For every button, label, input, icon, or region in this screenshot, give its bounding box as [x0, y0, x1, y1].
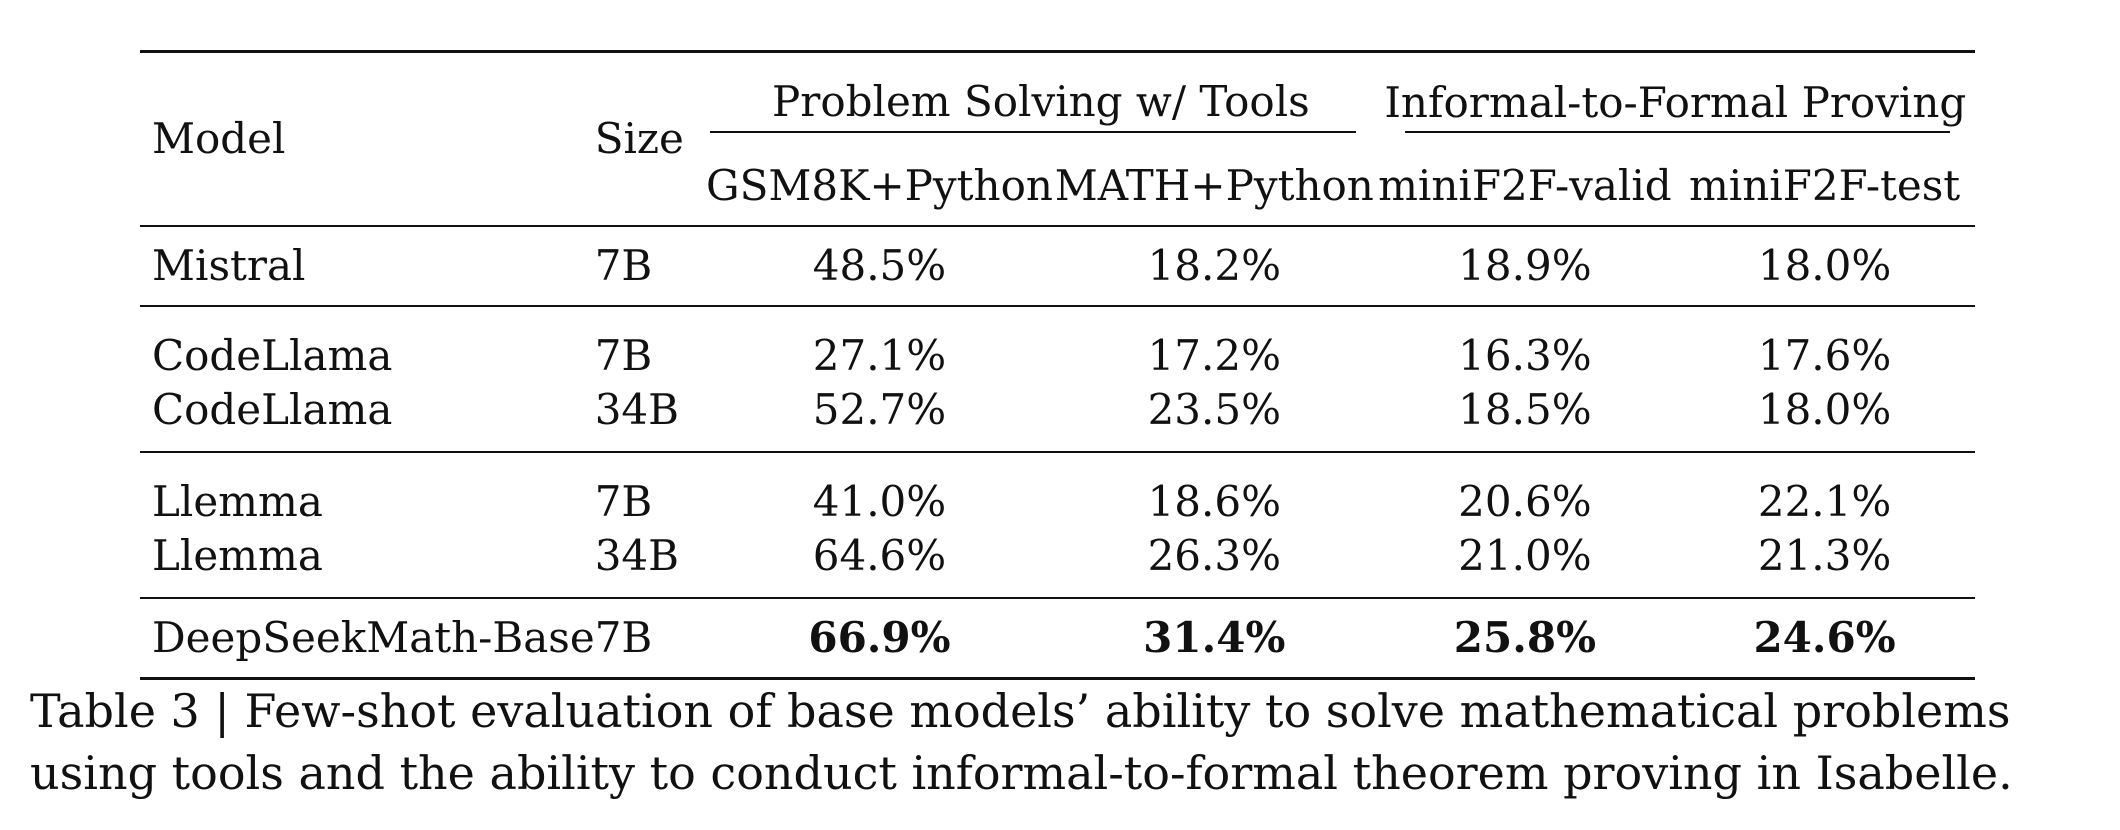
cell-model: DeepSeekMath-Base: [140, 597, 595, 680]
header-group-proving: Informal-to-Formal Proving: [1375, 50, 1975, 146]
header-minif2f-valid: miniF2F-valid: [1378, 160, 1672, 210]
header-group-tools-label: Problem Solving w/ Tools: [772, 77, 1310, 126]
cell-size: 34B: [594, 531, 679, 580]
table-row: CodeLlama 34B 52.7% 23.5% 18.5% 18.0%: [140, 383, 1975, 452]
cell-math-python: 17.2%: [1052, 305, 1376, 383]
table-row: DeepSeekMath-Base 7B 66.9% 31.4% 25.8% 2…: [140, 597, 1975, 680]
cell-math-python: 18.2%: [1052, 225, 1376, 306]
header-size: Size: [594, 50, 707, 226]
cell-size: 34B: [594, 385, 679, 434]
cell-math-python: 18.6%: [1052, 451, 1376, 529]
cell-size: 7B: [594, 225, 707, 306]
cell-gsm8k-python: 52.7%: [812, 385, 947, 434]
cell-math-python: 31.4%: [1052, 597, 1376, 680]
cell-minif2f-test: 24.6%: [1674, 597, 1975, 680]
table-row: Llemma 7B 41.0% 18.6% 20.6% 22.1%: [140, 451, 1975, 529]
results-table-container: Model Size Problem Solving w/ Tools Info…: [140, 50, 1975, 680]
cell-gsm8k-python: 27.1%: [706, 305, 1053, 383]
cell-minif2f-valid: 21.0%: [1458, 531, 1592, 580]
cell-gsm8k-python: 64.6%: [812, 531, 947, 580]
cell-model: Llemma: [140, 451, 595, 529]
cell-math-python: 23.5%: [1147, 385, 1281, 434]
header-minif2f-test: miniF2F-test: [1688, 160, 1961, 210]
cell-minif2f-test: 21.3%: [1757, 531, 1892, 580]
cell-size: 7B: [594, 597, 707, 680]
header-group-proving-label: Informal-to-Formal Proving: [1384, 78, 1967, 127]
cell-math-python: 26.3%: [1147, 531, 1281, 580]
table-caption: Table 3 | Few-shot evaluation of base mo…: [30, 684, 2013, 800]
cell-model: CodeLlama: [152, 385, 393, 434]
header-math-python: MATH+Python: [1054, 160, 1374, 210]
cell-size: 7B: [594, 451, 707, 529]
header-gsm8k-python: GSM8K+Python: [706, 161, 1053, 210]
cell-size: 7B: [594, 305, 707, 383]
results-table: Model Size Problem Solving w/ Tools Info…: [140, 50, 1975, 680]
cell-minif2f-valid: 18.9%: [1375, 225, 1675, 306]
cell-minif2f-valid: 20.6%: [1375, 451, 1675, 529]
cell-minif2f-valid: 25.8%: [1375, 597, 1675, 680]
table-row: Llemma 34B 64.6% 26.3% 21.0% 21.3%: [140, 529, 1975, 598]
cell-model: Llemma: [152, 531, 323, 580]
cell-minif2f-test: 18.0%: [1757, 385, 1892, 434]
cell-model: CodeLlama: [140, 305, 595, 383]
cell-model: Mistral: [140, 225, 595, 306]
header-model: Model: [140, 50, 595, 226]
cell-minif2f-test: 17.6%: [1674, 305, 1975, 383]
cell-minif2f-valid: 16.3%: [1375, 305, 1675, 383]
header-group-tools: Problem Solving w/ Tools: [706, 50, 1376, 146]
cell-minif2f-test: 22.1%: [1674, 451, 1975, 529]
cell-minif2f-valid: 18.5%: [1458, 385, 1592, 434]
cell-gsm8k-python: 66.9%: [706, 597, 1053, 680]
cell-minif2f-test: 18.0%: [1674, 225, 1975, 306]
header-row-columns: GSM8K+Python MATH+Python miniF2F-valid m…: [140, 146, 1975, 226]
cell-gsm8k-python: 48.5%: [706, 225, 1053, 306]
header-row-groups: Model Size Problem Solving w/ Tools Info…: [140, 50, 1975, 226]
cell-gsm8k-python: 41.0%: [706, 451, 1053, 529]
table-row: Mistral 7B 48.5% 18.2% 18.9% 18.0%: [140, 225, 1975, 306]
table-row: CodeLlama 7B 27.1% 17.2% 16.3% 17.6%: [140, 305, 1975, 383]
